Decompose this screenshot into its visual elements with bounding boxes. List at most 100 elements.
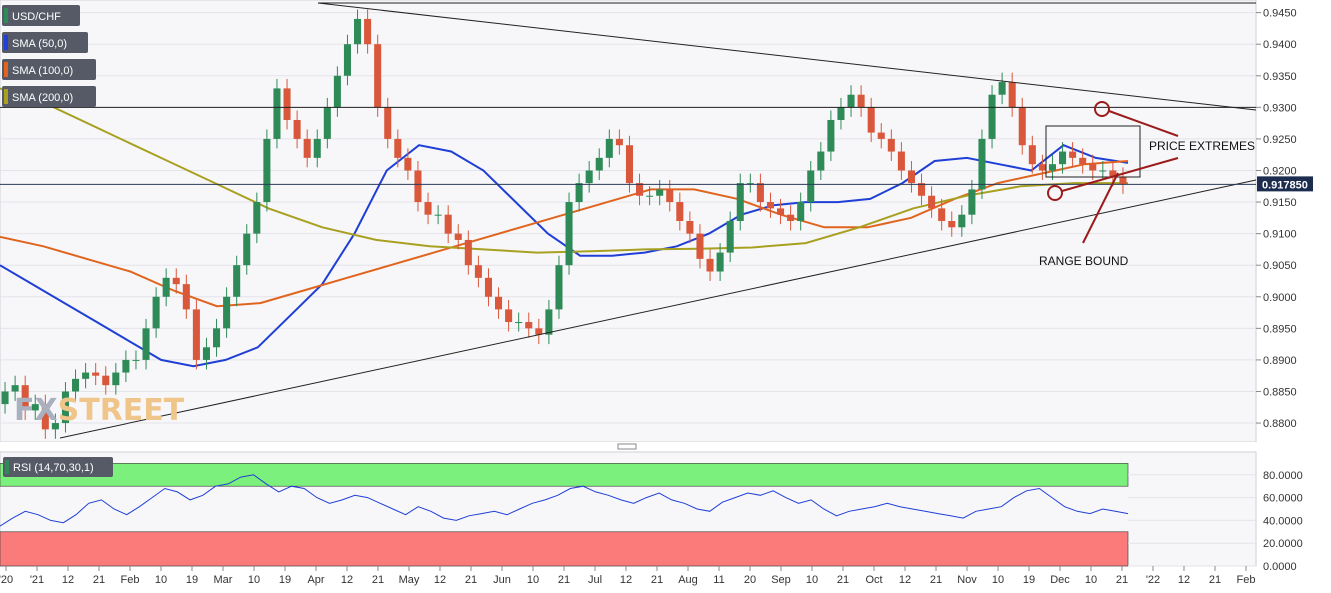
time-tick-label: 11 (713, 574, 724, 586)
candle-body (21, 385, 29, 411)
range-bound-arrow (1082, 172, 1119, 244)
candle-body (585, 170, 593, 184)
candle-body (142, 328, 150, 360)
candle (414, 161, 422, 212)
candle (605, 129, 613, 168)
rsi-grid (1128, 474, 1256, 567)
candle-body (505, 309, 513, 323)
candle (41, 394, 49, 439)
candle (1, 382, 9, 414)
candle-body (525, 322, 533, 329)
candle (142, 318, 150, 370)
candle-body (847, 94, 855, 108)
candle-body (223, 296, 231, 329)
rsi-tick-label: 40.0000 (1263, 515, 1303, 527)
time-tick-label: Apr (307, 574, 324, 586)
candle-body (787, 214, 795, 221)
candle (474, 255, 482, 288)
candle-body (827, 119, 835, 152)
candle-body (354, 18, 362, 45)
time-tick-label: 21 (651, 574, 663, 586)
rsi-axis: 80.0000 60.0000 40.0000 20.0000 0.0000 (1263, 470, 1303, 573)
time-tick-label: 12 (341, 574, 353, 586)
time-tick-label: 10 (806, 574, 818, 586)
candle (223, 287, 231, 338)
candle (51, 413, 59, 439)
candle-body (1079, 157, 1087, 165)
candle-body (1048, 164, 1056, 171)
candle-body (656, 189, 664, 196)
candle-body (837, 107, 845, 120)
sma50-line (0, 144, 1129, 368)
candle-body (746, 183, 754, 185)
time-tick-label: '22 (1146, 574, 1160, 586)
candle (343, 34, 351, 86)
candle-body (555, 265, 563, 310)
candle-body (293, 119, 301, 139)
price-tick-label: 0.8800 (1263, 418, 1297, 430)
time-tick-label: 10 (155, 574, 167, 586)
candle-body (545, 309, 553, 335)
time-tick-label: Feb (1237, 574, 1256, 586)
candle-body (92, 372, 100, 376)
candle-body (1109, 170, 1117, 177)
pane-splitter[interactable] (0, 442, 1256, 452)
candle (545, 299, 553, 345)
candle-body (61, 391, 69, 424)
rsi-legend-label: RSI (14,70,30,1) (13, 462, 94, 474)
candle (354, 9, 362, 54)
time-tick-label: 19 (186, 574, 198, 586)
candle (21, 375, 29, 420)
candle (162, 268, 170, 307)
candle-body (706, 258, 714, 272)
candle-body (464, 239, 472, 266)
candle-body (253, 202, 261, 234)
candle-body (897, 151, 905, 171)
candle-body (1119, 176, 1127, 185)
candle-body (646, 195, 654, 197)
legend-item-sma200[interactable] (2, 86, 96, 107)
candle-body (303, 138, 311, 158)
candle (857, 85, 865, 117)
pane-splitter-handle[interactable] (617, 443, 637, 450)
legend-item-sma50[interactable] (2, 32, 88, 53)
legend-swatch-sma50 (4, 35, 8, 50)
price-tick-label: 0.9150 (1263, 197, 1297, 209)
price-pane-background (0, 0, 1257, 443)
fxstreet-watermark: FXSTREET (14, 393, 185, 428)
candle-body (968, 189, 976, 215)
candle (615, 129, 623, 155)
candle-body (817, 151, 825, 171)
sma200-line (0, 87, 1128, 254)
candle-body (1008, 82, 1016, 108)
range-box (1045, 125, 1141, 178)
candle (313, 129, 321, 168)
candle-body (998, 82, 1006, 95)
rsi-legend[interactable] (3, 457, 113, 477)
legend-item-sma100[interactable] (2, 59, 96, 80)
legend-label-sma50: SMA (50,0) (12, 38, 67, 50)
candle-body (565, 202, 573, 266)
candle (585, 161, 593, 193)
candle (464, 230, 472, 275)
candle (172, 268, 180, 294)
time-tick-label: 19 (1023, 574, 1035, 586)
candle (1028, 135, 1036, 174)
candle (887, 129, 895, 162)
candle (1069, 142, 1077, 168)
candle-body (625, 145, 633, 184)
candle-body (907, 170, 915, 184)
legend-item-usdchf[interactable] (2, 5, 80, 26)
candle-body (364, 18, 372, 45)
candle-body (313, 138, 321, 158)
candle (293, 110, 301, 149)
candle-body (1069, 151, 1077, 158)
time-tick-label: 12 (434, 574, 446, 586)
candle (978, 129, 986, 199)
time-tick-label: 12 (899, 574, 911, 586)
candle-body (857, 94, 865, 108)
candle-body (484, 277, 492, 297)
candle (646, 186, 654, 206)
candle (1079, 148, 1087, 174)
candle-body (595, 157, 603, 171)
